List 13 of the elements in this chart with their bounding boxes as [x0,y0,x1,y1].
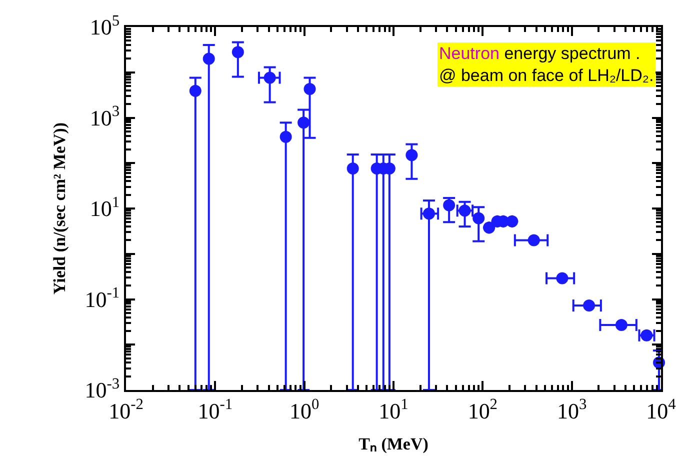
x-tick-label: 10$^{3}$ [556,396,587,424]
y-tick-label: 10$^{1}$ [90,194,120,222]
y-tick-label: 10$^{-1}$ [84,284,120,312]
y-tick-label: 10$^{5}$ [90,12,120,40]
x-tick-label: 10$^{2}$ [468,396,498,424]
x-axis-title: Tₙ (MeV) [358,434,428,454]
y-axis-title: Yield (n/(sec cm² MeV)) [50,122,69,295]
x-tick-label: 10$^{1}$ [378,396,408,424]
x-tick-label: 10$^{4}$ [646,396,676,424]
x-tick-label: 10$^{0}$ [289,396,320,424]
annotation: Neutron energy spectrum . @ beam on face of LH₂/LD₂. [439,44,654,86]
x-tick-label: 10$^{-1}$ [198,396,233,424]
y-tick-label: 10$^{3}$ [90,103,120,130]
